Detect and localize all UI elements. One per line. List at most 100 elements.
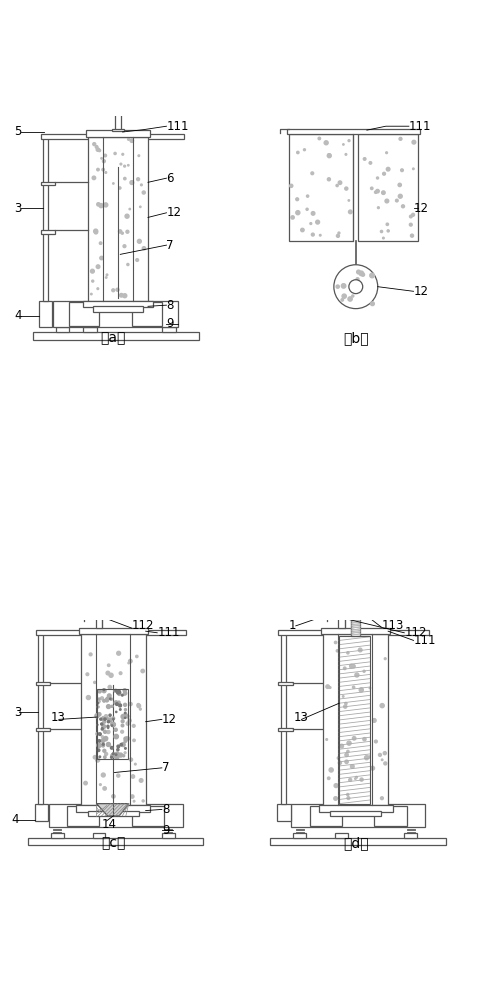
Bar (36, 728, 50, 731)
Circle shape (90, 269, 94, 273)
Circle shape (129, 758, 132, 761)
Circle shape (353, 686, 355, 688)
Circle shape (95, 714, 99, 718)
Circle shape (356, 278, 359, 281)
Circle shape (104, 731, 106, 733)
Circle shape (112, 717, 114, 719)
Circle shape (118, 703, 121, 706)
Circle shape (98, 149, 100, 152)
Circle shape (345, 154, 347, 155)
Circle shape (133, 739, 135, 742)
Circle shape (118, 692, 121, 695)
Circle shape (363, 738, 366, 741)
Circle shape (355, 778, 356, 779)
Bar (43, 137, 48, 301)
Circle shape (338, 761, 341, 764)
Circle shape (124, 740, 127, 742)
Circle shape (123, 245, 126, 248)
Circle shape (334, 265, 378, 309)
Circle shape (93, 143, 96, 146)
Bar (374, 806, 407, 826)
Circle shape (111, 722, 114, 725)
Circle shape (412, 140, 416, 144)
Circle shape (137, 178, 140, 181)
Circle shape (125, 717, 126, 718)
Circle shape (127, 263, 129, 266)
Circle shape (363, 158, 366, 160)
Circle shape (115, 703, 118, 705)
Circle shape (100, 256, 103, 260)
Circle shape (89, 653, 92, 656)
Circle shape (114, 734, 118, 739)
Circle shape (117, 774, 120, 777)
Text: （d）: （d） (343, 837, 369, 851)
Circle shape (102, 168, 104, 171)
Circle shape (128, 662, 129, 664)
Circle shape (126, 722, 129, 725)
Bar (162, 327, 176, 332)
Circle shape (296, 211, 300, 215)
Circle shape (116, 288, 119, 291)
Text: 111: 111 (409, 120, 431, 133)
Circle shape (311, 172, 313, 175)
Circle shape (343, 144, 344, 145)
Bar (49, 804, 183, 827)
Bar (41, 230, 55, 234)
Circle shape (361, 273, 365, 276)
Bar (335, 833, 348, 838)
Bar (112, 129, 124, 131)
Circle shape (118, 704, 121, 707)
Circle shape (117, 692, 119, 694)
Bar (330, 811, 381, 816)
Circle shape (336, 285, 340, 288)
Circle shape (338, 181, 342, 184)
Text: 1: 1 (289, 619, 297, 632)
Circle shape (101, 739, 105, 742)
Circle shape (98, 698, 100, 700)
Circle shape (297, 151, 299, 154)
Circle shape (99, 756, 100, 758)
Circle shape (141, 184, 142, 186)
Bar (270, 838, 446, 845)
Text: 9: 9 (162, 824, 170, 837)
Circle shape (125, 712, 126, 714)
Circle shape (98, 713, 101, 716)
Circle shape (99, 701, 100, 702)
Circle shape (345, 187, 348, 190)
Circle shape (106, 742, 111, 746)
Text: （a）: （a） (100, 332, 126, 346)
Circle shape (99, 740, 100, 742)
Circle shape (107, 730, 110, 734)
Circle shape (384, 658, 386, 660)
Circle shape (108, 685, 112, 689)
Circle shape (111, 722, 115, 727)
Circle shape (382, 759, 383, 761)
Circle shape (369, 162, 372, 164)
Circle shape (125, 709, 127, 711)
Bar (93, 833, 105, 838)
Bar (294, 833, 306, 838)
Circle shape (115, 689, 117, 692)
Circle shape (112, 754, 114, 756)
Circle shape (312, 233, 314, 236)
Circle shape (380, 704, 384, 708)
Bar (310, 806, 342, 826)
Circle shape (307, 195, 309, 197)
Bar (324, 634, 388, 805)
Bar (56, 327, 70, 332)
Text: 111: 111 (413, 634, 436, 647)
Bar (40, 301, 52, 327)
Circle shape (398, 194, 402, 198)
Circle shape (115, 752, 119, 756)
Circle shape (137, 704, 141, 708)
Circle shape (114, 755, 117, 757)
Circle shape (334, 784, 338, 788)
Circle shape (140, 708, 142, 710)
Circle shape (86, 673, 89, 676)
Circle shape (102, 717, 104, 719)
Circle shape (94, 229, 98, 233)
Bar (339, 615, 345, 628)
Circle shape (342, 696, 344, 697)
Circle shape (329, 768, 333, 772)
Circle shape (102, 743, 104, 745)
